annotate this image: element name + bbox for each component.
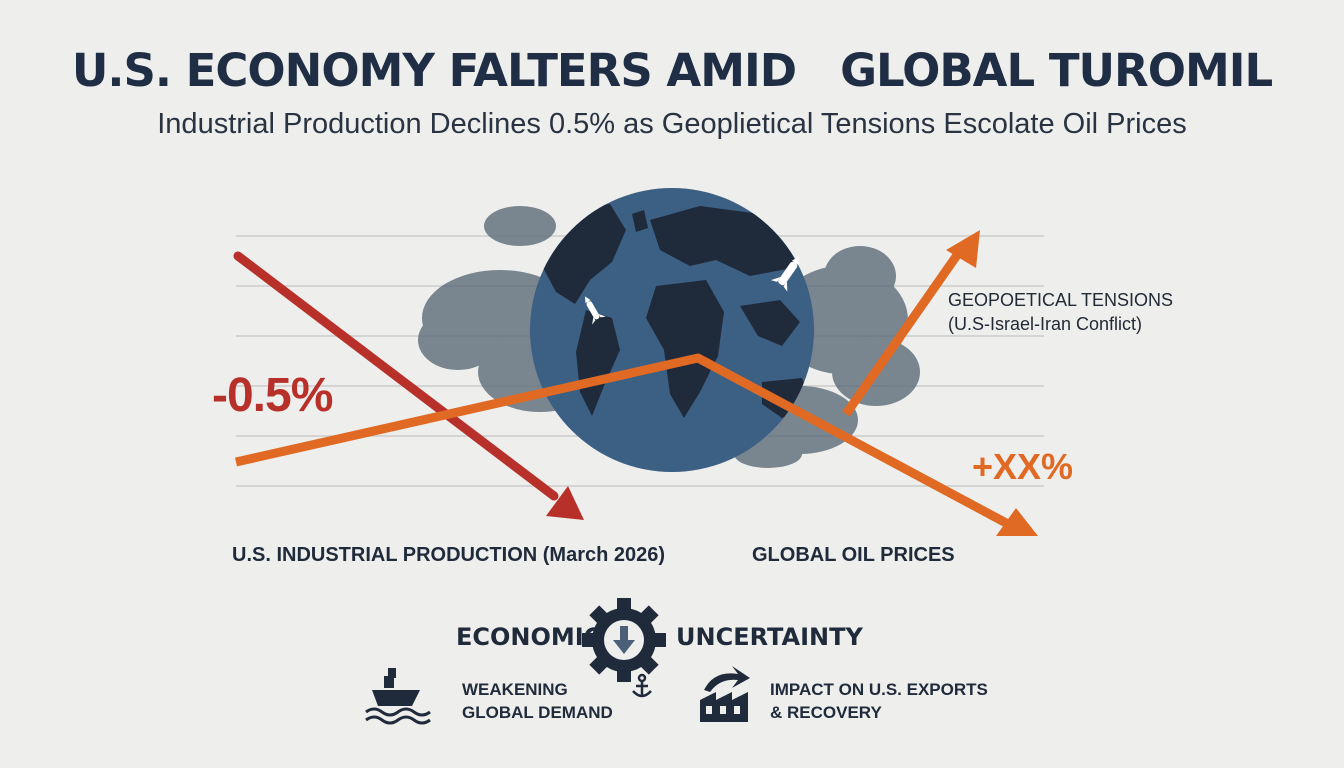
oil-price-line	[235, 245, 1011, 528]
oil-arrowheads	[946, 230, 1038, 536]
uncertainty-label: UNCERTAINTY	[676, 623, 863, 651]
oil-change-value: +XX%	[972, 446, 1074, 487]
geopolitical-label: GEOPOETICAL TENSIONS (U.S-Israel-Iran Co…	[948, 288, 1173, 336]
missile-icon	[585, 296, 606, 325]
geopolitical-label-line2: (U.S-Israel-Iran Conflict)	[948, 314, 1143, 334]
missile-icon	[770, 256, 800, 292]
page-subtitle: Industrial Production Declines 0.5% as G…	[157, 108, 1187, 140]
weakening-demand-line2: GLOBAL DEMAND	[462, 703, 613, 722]
gear-down-arrow-icon	[582, 598, 666, 682]
weakening-demand-label: WEAKENING GLOBAL DEMAND	[462, 678, 613, 724]
ship-icon	[365, 668, 431, 725]
economic-label: ECONOMIC	[456, 623, 602, 651]
anchor-icon	[632, 673, 652, 698]
exports-impact-line1: IMPACT ON U.S. EXPORTS	[770, 680, 988, 699]
factory-icon	[700, 666, 750, 722]
globe-icon	[530, 188, 814, 472]
geopolitical-label-line1: GEOPOETICAL TENSIONS	[948, 290, 1174, 310]
page-title: U.S. ECONOMY FALTERS AMID GLOBAL TUROMIL	[71, 44, 1273, 97]
weakening-demand-line1: WEAKENING	[462, 680, 568, 699]
oil-prices-label: GLOBAL OIL PRICES	[752, 544, 955, 566]
industrial-production-label: U.S. INDUSTRIAL PRODUCTION (March 2026)	[232, 544, 666, 566]
industrial-change-value: -0.5%	[212, 369, 333, 422]
exports-impact-line2: & RECOVERY	[770, 703, 882, 722]
industrial-decline-arrow	[233, 251, 584, 520]
exports-impact-label: IMPACT ON U.S. EXPORTS & RECOVERY	[770, 678, 988, 724]
